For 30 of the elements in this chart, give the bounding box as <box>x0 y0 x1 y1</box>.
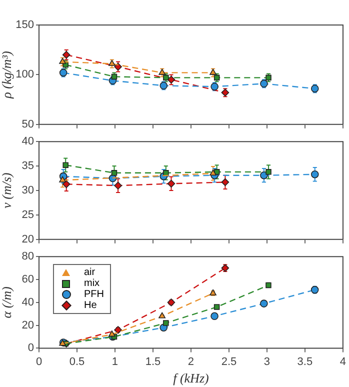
x-tick-label: 3.5 <box>297 356 313 368</box>
y-tick-label: 25 <box>22 208 34 221</box>
x-tick-label: 2.5 <box>221 356 237 368</box>
y-axis-title: α (/m) <box>0 286 14 318</box>
x-tick-label: 1.5 <box>145 356 161 368</box>
x-tick-label: 0.5 <box>69 356 85 368</box>
y-tick-label: 20 <box>22 319 34 332</box>
y-tick-label: 60 <box>22 274 34 286</box>
x-tick-label: 2 <box>188 356 194 368</box>
legend-label: air <box>84 267 96 278</box>
legend-label: He <box>84 300 97 311</box>
legend-label: PFH <box>84 289 104 300</box>
y-tick-label: 20 <box>22 233 34 246</box>
y-tick-label: 100 <box>16 68 34 81</box>
y-tick-label: 30 <box>22 184 34 197</box>
x-tick-label: 4 <box>340 356 346 368</box>
y-axis-title: v (m/s) <box>0 172 14 208</box>
x-tick-label: 1 <box>112 356 118 368</box>
x-tick-label: 0 <box>36 356 42 368</box>
y-tick-label: 40 <box>22 296 34 308</box>
legend-label: mix <box>84 278 100 289</box>
y-tick-label: 150 <box>16 19 34 32</box>
x-tick-label: 3 <box>264 356 270 368</box>
y-axis-title: ρ (kg/m³) <box>0 51 14 100</box>
y-tick-label: 40 <box>22 136 34 148</box>
y-tick-label: 35 <box>22 160 34 172</box>
y-tick-label: 0 <box>28 342 34 354</box>
x-axis-title: f (kHz) <box>173 370 209 386</box>
y-tick-label: 50 <box>22 118 34 130</box>
y-tick-label: 80 <box>22 250 34 263</box>
